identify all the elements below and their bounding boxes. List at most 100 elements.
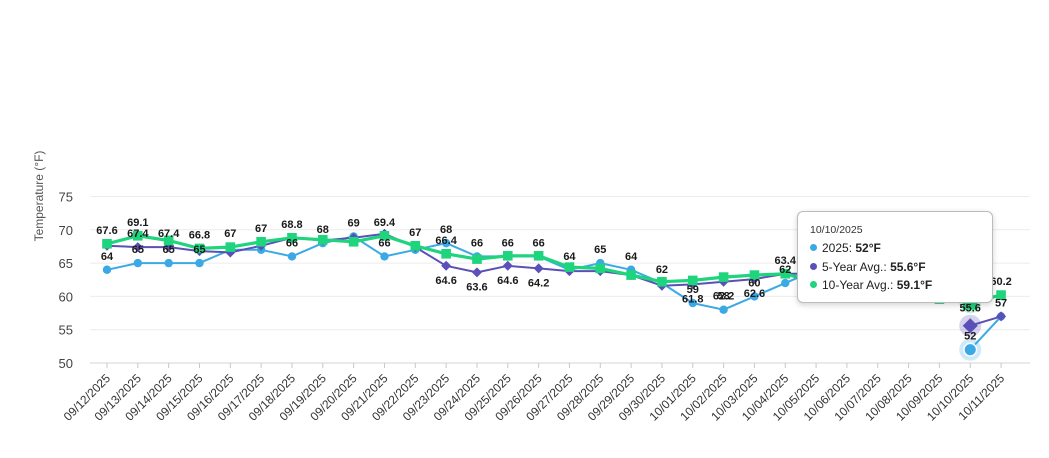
y-tick-label: 60 — [59, 289, 73, 304]
series-layer — [102, 228, 1007, 361]
data-label: 66.8 — [189, 229, 210, 241]
data-label: 65 — [132, 244, 144, 256]
data-label: 60.2 — [990, 276, 1011, 288]
point-marker[interactable] — [225, 242, 236, 252]
point-marker[interactable] — [163, 235, 174, 246]
data-label: 63.4 — [775, 255, 797, 267]
tooltip-row-5yr: 5-Year Avg.: 55.6°F — [810, 260, 926, 274]
point-marker[interactable] — [195, 258, 204, 268]
data-label: 63.6 — [466, 281, 487, 293]
point-marker[interactable] — [962, 318, 978, 334]
point-marker[interactable] — [781, 278, 790, 288]
data-label: 60 — [748, 277, 760, 289]
data-label: 65 — [193, 244, 205, 256]
point-marker[interactable] — [688, 298, 697, 308]
x-axis: 09/12/202509/13/202509/14/202509/15/2025… — [61, 363, 1007, 424]
point-marker[interactable] — [102, 265, 112, 274]
point-marker[interactable] — [472, 254, 482, 264]
data-label: 62 — [779, 264, 791, 276]
point-marker[interactable] — [626, 270, 636, 280]
point-marker[interactable] — [533, 250, 544, 261]
tooltip-label: 2025: — [822, 241, 856, 255]
point-marker[interactable] — [410, 240, 421, 251]
data-label: 67 — [255, 223, 267, 235]
data-label: 67.4 — [158, 228, 180, 240]
point-marker[interactable] — [750, 292, 759, 301]
point-marker[interactable] — [379, 230, 390, 241]
point-marker[interactable] — [780, 268, 791, 279]
data-label: 66 — [378, 237, 390, 249]
point-marker[interactable] — [595, 263, 606, 274]
point-marker[interactable] — [749, 270, 760, 280]
data-label: 68 — [317, 224, 329, 236]
point-marker[interactable] — [348, 236, 359, 247]
point-marker[interactable] — [102, 238, 112, 249]
tooltip-row-10yr: 10-Year Avg.: 59.1°F — [810, 278, 932, 292]
point-marker[interactable] — [502, 260, 513, 271]
point-marker[interactable] — [502, 250, 513, 261]
data-label: 68.8 — [281, 219, 302, 231]
tooltip-row-2025: 2025: 52°F — [810, 241, 881, 255]
data-label: 64 — [625, 251, 638, 263]
point-marker[interactable] — [132, 242, 143, 253]
grid-lines — [90, 196, 1030, 364]
point-marker[interactable] — [533, 263, 544, 274]
tooltip-value: 52°F — [855, 241, 881, 255]
point-marker[interactable] — [133, 230, 143, 241]
point-marker[interactable] — [996, 290, 1006, 300]
point-marker[interactable] — [657, 276, 667, 287]
point-marker[interactable] — [256, 236, 266, 247]
y-tick-label: 70 — [59, 223, 73, 238]
y-tick-label: 50 — [59, 356, 73, 371]
point-marker[interactable] — [287, 252, 297, 261]
data-label: 67.6 — [96, 225, 117, 237]
tooltip: 10/10/2025 2025: 52°F 5-Year Avg.: 55.6°… — [797, 211, 993, 303]
tooltip-marker-icon — [810, 281, 817, 289]
data-label: 61.8 — [682, 293, 703, 305]
data-label: 58 — [717, 291, 729, 303]
point-marker[interactable] — [441, 238, 451, 248]
point-marker[interactable] — [441, 260, 452, 271]
data-label: 62 — [656, 264, 668, 276]
point-marker[interactable] — [687, 275, 698, 286]
point-marker[interactable] — [471, 267, 482, 278]
data-label: 64.6 — [435, 275, 456, 287]
data-label: 52 — [964, 331, 976, 343]
point-marker[interactable] — [164, 258, 173, 268]
tooltip-marker-icon — [810, 244, 817, 252]
point-marker[interactable] — [719, 305, 728, 314]
data-label: 69 — [348, 217, 360, 229]
data-label: 64.2 — [528, 277, 549, 289]
y-tick-label: 55 — [59, 323, 73, 338]
point-marker[interactable] — [963, 342, 978, 357]
point-marker[interactable] — [718, 272, 729, 282]
point-marker[interactable] — [287, 232, 297, 243]
point-marker[interactable] — [441, 248, 451, 259]
data-label: 66 — [502, 237, 514, 249]
data-label: 55.6 — [960, 303, 981, 315]
data-label: 59 — [687, 284, 699, 296]
data-label: 67 — [409, 227, 421, 239]
point-marker[interactable] — [194, 243, 205, 254]
y-tick-label: 65 — [59, 256, 73, 271]
y-axis-title: Temperature (°F) — [32, 151, 46, 242]
data-label: 67.4 — [127, 228, 149, 240]
data-label: 64 — [101, 251, 114, 263]
tooltip-date: 10/10/2025 — [810, 224, 863, 236]
point-marker[interactable] — [380, 252, 389, 261]
data-label: 62.6 — [744, 288, 765, 300]
data-label: 65 — [594, 244, 606, 256]
tooltip-value: 55.6°F — [890, 260, 926, 274]
point-marker[interactable] — [564, 262, 575, 272]
point-marker[interactable] — [318, 234, 328, 245]
data-label: 68 — [440, 224, 452, 236]
data-label: 67 — [224, 228, 236, 240]
data-label: 57 — [995, 297, 1007, 309]
data-label: 66.4 — [435, 235, 457, 247]
point-marker[interactable] — [996, 311, 1007, 322]
point-marker[interactable] — [133, 258, 143, 268]
data-label: 62.2 — [713, 291, 734, 303]
tooltip-label: 10-Year Avg.: — [822, 278, 897, 292]
tooltip-value: 59.1°F — [896, 278, 933, 292]
